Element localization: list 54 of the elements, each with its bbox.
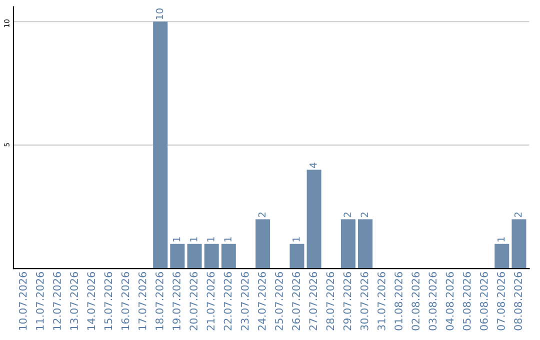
- x-tick-label: 23.07.2026: [240, 272, 249, 330]
- data-label: 2: [258, 212, 266, 218]
- x-tick-label: 08.08.2026: [514, 272, 522, 330]
- x-tick-label: 28.07.2026: [326, 272, 334, 330]
- data-label: 4: [310, 162, 317, 168]
- x-tick-label: 07.08.2026: [497, 272, 505, 330]
- bar: [153, 22, 168, 269]
- bar: [256, 219, 270, 269]
- x-tick-label: 26.07.2026: [292, 272, 300, 330]
- bar: [358, 219, 373, 269]
- data-label: 2: [360, 212, 368, 218]
- bar: [512, 219, 526, 269]
- data-label: 1: [292, 237, 300, 242]
- bar: [306, 170, 322, 269]
- x-tick-label: 29.07.2026: [343, 272, 352, 330]
- bar: [170, 244, 185, 269]
- data-label: 10: [156, 8, 164, 20]
- bar: [290, 244, 304, 269]
- x-tick-label: 15.07.2026: [104, 272, 112, 330]
- x-tick-label: 17.07.2026: [138, 272, 146, 330]
- bar: [221, 244, 236, 269]
- data-label: 2: [344, 212, 351, 218]
- x-tick-label: 11.07.2026: [36, 272, 44, 330]
- x-tick-label: 05.08.2026: [462, 272, 471, 330]
- x-tick-label: 13.07.2026: [70, 272, 78, 330]
- x-tick-label: 27.07.2026: [309, 272, 318, 330]
- x-tick-label: 20.07.2026: [190, 272, 198, 330]
- x-tick-label: 31.07.2026: [377, 272, 386, 330]
- x-tick-label: 16.07.2026: [121, 272, 130, 330]
- x-tick-label: 04.08.2026: [446, 272, 454, 330]
- x-tick-label: 22.07.2026: [224, 272, 232, 330]
- data-label: 2: [514, 212, 522, 218]
- data-label: 1: [190, 237, 198, 242]
- x-tick-label: 12.07.2026: [53, 272, 61, 330]
- x-tick-label: 01.08.2026: [394, 272, 402, 330]
- x-tick-label: 24.07.2026: [258, 272, 266, 330]
- bar: [340, 219, 356, 269]
- x-tick-label: 21.07.2026: [206, 272, 215, 330]
- x-tick-label: 30.07.2026: [360, 272, 368, 330]
- x-tick-label: 18.07.2026: [156, 272, 164, 330]
- x-tick-label: 19.07.2026: [172, 272, 180, 330]
- x-tick-label: 25.07.2026: [275, 272, 283, 330]
- x-tick-label: 06.08.2026: [480, 272, 488, 330]
- data-label: 1: [497, 237, 505, 242]
- x-tick-label: 10.07.2026: [18, 272, 27, 330]
- x-tick-label: 14.07.2026: [87, 272, 96, 330]
- x-tick-label: 03.08.2026: [428, 272, 437, 330]
- bar: [204, 244, 219, 269]
- x-tick-label: 02.08.2026: [412, 272, 420, 330]
- data-label: 1: [207, 237, 214, 242]
- bar: [494, 244, 510, 269]
- data-label: 1: [224, 237, 232, 242]
- data-label: 1: [173, 237, 180, 242]
- bar: [187, 244, 202, 269]
